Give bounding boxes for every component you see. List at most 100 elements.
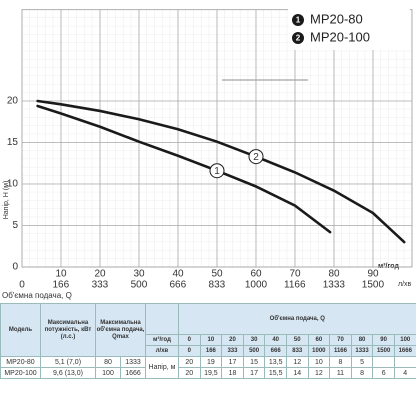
table-cell: 10 <box>199 334 223 346</box>
table-cell <box>372 356 395 368</box>
table-cell: 19,5 <box>199 367 223 379</box>
table-cell: 5 <box>350 356 374 368</box>
table-cell: 20 <box>221 334 244 346</box>
table-cell: 5,1 (7,0) <box>40 356 96 368</box>
x2-tick-label: 500 <box>131 280 148 291</box>
curve-label-circle <box>248 149 264 165</box>
curve <box>36 104 332 234</box>
data-table: Модель Максимальна потужність, кВт (л.с.)… <box>0 303 416 379</box>
x-tick-label: 30 <box>133 269 145 280</box>
x2-tick-label: 1500 <box>362 280 385 291</box>
table-cell: 17 <box>242 367 266 379</box>
table-row: Модель Максимальна потужність, кВт (л.с.)… <box>0 303 416 357</box>
y-tick-label: 10 <box>7 179 19 190</box>
table-cell: 4 <box>393 367 416 379</box>
table-cell: 1333 <box>120 356 146 368</box>
y-tick-label: 15 <box>7 137 19 148</box>
table-cell: 0 <box>178 334 201 346</box>
table-cell <box>145 303 179 335</box>
table-cell: MP20-80 <box>0 356 41 368</box>
legend-label: MP20-100 <box>310 29 370 44</box>
x-tick-label: 70 <box>289 269 301 280</box>
x2-unit: л/хв <box>398 281 412 288</box>
curve-label: 2 <box>253 152 259 163</box>
table-cell: 9,6 (13,0) <box>40 367 96 379</box>
table-cell: Максимальна об'ємна подача, Qmax <box>95 303 146 357</box>
x-unit: м³/год <box>378 263 399 270</box>
table-cell: 20 <box>178 367 201 379</box>
x2-tick-label: 333 <box>92 280 109 291</box>
table-cell: 6 <box>372 367 395 379</box>
table-cell: Максимальна потужність, кВт (л.с.) <box>40 303 96 357</box>
table-cell: Модель <box>0 303 41 357</box>
table-cell: 1166 <box>329 345 352 357</box>
table-cell: 15,5 <box>264 367 287 379</box>
x-tick-label: 80 <box>328 269 340 280</box>
table-row: MP20-80 5,1 (7,0) 80 1333 Напір, м 20 19 17 15 13… <box>0 356 416 379</box>
table-cell: 13,5 <box>264 356 287 368</box>
table-cell: 80 <box>95 356 121 368</box>
table-cell: 1666 <box>120 367 146 379</box>
legend-marker <box>292 32 304 44</box>
table-cell: 12 <box>307 367 331 379</box>
x2-tick-label: 666 <box>169 280 186 291</box>
x2-tick-label: 0 <box>19 280 25 291</box>
table-cell: 40 <box>264 334 287 346</box>
table-cell: MP20-100 <box>0 367 41 379</box>
x2-tick-label: 1000 <box>245 280 268 291</box>
table-cell: 8 <box>350 367 374 379</box>
table-cell: 1666 <box>393 345 416 357</box>
table-cell: 17 <box>221 356 244 368</box>
x-axis-label: Об'ємна подача, Q <box>2 291 72 300</box>
table-cell <box>393 356 416 368</box>
table-cell: 1000 <box>307 345 331 357</box>
table-cell: 19 <box>199 356 223 368</box>
table-cell: 50 <box>285 334 309 346</box>
table-row: MP20-100 9,6 (13,0) 100 1666 20 19,5 18 17 15,5 1… <box>0 367 416 379</box>
table-cell: 500 <box>242 345 266 357</box>
x-tick-label: 60 <box>250 269 262 280</box>
x2-tick-label: 833 <box>209 280 226 291</box>
table-cell: Напір, м <box>145 356 179 379</box>
table-cell: 80 <box>350 334 374 346</box>
x2-tick-label: 166 <box>52 280 69 291</box>
table-cell: 100 <box>95 367 121 379</box>
table-cell: л/хв <box>145 345 179 357</box>
x2-tick-label: 1333 <box>323 280 346 291</box>
legend-marker <box>292 14 304 26</box>
x-tick-label: 90 <box>367 269 379 280</box>
table-cell: 0 <box>178 345 201 357</box>
table-cell: 166 <box>199 345 223 357</box>
table-cell: 666 <box>264 345 287 357</box>
x-tick-label: 10 <box>55 269 67 280</box>
table-cell: 11 <box>329 367 352 379</box>
table-cell: 30 <box>242 334 266 346</box>
y-tick-label: 5 <box>12 220 18 231</box>
y-tick-label: 0 <box>12 262 18 273</box>
table-cell: 18 <box>221 367 244 379</box>
table-cell: м³/год <box>145 334 179 346</box>
table-cell: Об'ємна подача, Q <box>178 303 416 335</box>
x2-tick-label: 1166 <box>284 280 306 291</box>
table-cell: 8 <box>329 356 352 368</box>
table-cell: 90 <box>372 334 395 346</box>
x-tick-label: 40 <box>172 269 184 280</box>
table-cell: 20 <box>178 356 201 368</box>
table-cell: 100 <box>393 334 416 346</box>
legend-box <box>288 8 410 50</box>
curve-label: 1 <box>214 166 220 177</box>
chart: Напір, Н (м) Об'ємна подача, Q м³/год л/… <box>2 8 413 300</box>
x-tick-label: 20 <box>94 269 106 280</box>
table-cell: 1333 <box>350 345 374 357</box>
legend-label: MP20-80 <box>310 11 363 26</box>
table-cell: 70 <box>329 334 352 346</box>
table-cell: 833 <box>285 345 309 357</box>
table-cell: 333 <box>221 345 244 357</box>
y-axis-label: Напір, Н (м) <box>2 181 10 220</box>
table-cell: 1500 <box>372 345 395 357</box>
curve <box>36 99 406 244</box>
table-cell: 10 <box>307 356 331 368</box>
table-cell: 12 <box>285 356 309 368</box>
table-cell: 60 <box>307 334 331 346</box>
